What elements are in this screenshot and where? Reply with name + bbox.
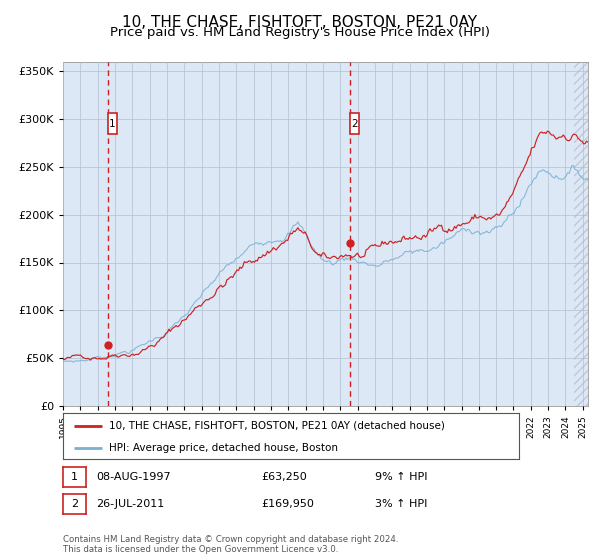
FancyBboxPatch shape bbox=[107, 113, 117, 134]
Text: 08-AUG-1997: 08-AUG-1997 bbox=[96, 472, 170, 482]
Text: 3% ↑ HPI: 3% ↑ HPI bbox=[375, 498, 427, 508]
Text: 9% ↑ HPI: 9% ↑ HPI bbox=[375, 472, 427, 482]
Text: £63,250: £63,250 bbox=[261, 472, 307, 482]
Text: 1: 1 bbox=[109, 119, 116, 129]
Text: Price paid vs. HM Land Registry's House Price Index (HPI): Price paid vs. HM Land Registry's House … bbox=[110, 26, 490, 39]
FancyBboxPatch shape bbox=[350, 113, 359, 134]
Bar bbox=[574, 62, 588, 406]
Text: 26-JUL-2011: 26-JUL-2011 bbox=[96, 498, 164, 508]
Text: 10, THE CHASE, FISHTOFT, BOSTON, PE21 0AY: 10, THE CHASE, FISHTOFT, BOSTON, PE21 0A… bbox=[122, 15, 478, 30]
Text: 10, THE CHASE, FISHTOFT, BOSTON, PE21 0AY (detached house): 10, THE CHASE, FISHTOFT, BOSTON, PE21 0A… bbox=[109, 421, 445, 431]
Text: 2: 2 bbox=[351, 119, 358, 129]
Text: 1: 1 bbox=[71, 472, 78, 482]
Text: HPI: Average price, detached house, Boston: HPI: Average price, detached house, Bost… bbox=[109, 443, 338, 452]
Text: Contains HM Land Registry data © Crown copyright and database right 2024.
This d: Contains HM Land Registry data © Crown c… bbox=[63, 535, 398, 554]
Text: £169,950: £169,950 bbox=[261, 498, 314, 508]
Text: 2: 2 bbox=[71, 498, 78, 508]
